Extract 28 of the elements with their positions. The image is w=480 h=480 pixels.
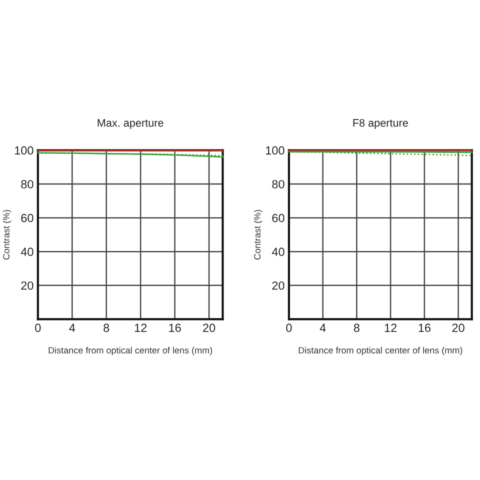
x-axis-title: Distance from optical center of lens (mm) xyxy=(298,346,462,356)
x-tick-label: 20 xyxy=(452,324,464,332)
x-tick-label: 20 xyxy=(203,324,216,332)
y-tick-label: 100 xyxy=(266,146,284,155)
y-tick-label: 80 xyxy=(21,180,34,188)
x-tick-label: 4 xyxy=(320,324,326,332)
x-tick-label: 16 xyxy=(418,324,430,332)
x-axis-title: Distance from optical center of lens (mm) xyxy=(48,346,212,356)
y-tick-label: 80 xyxy=(272,180,284,188)
x-tick-label: 0 xyxy=(35,324,41,332)
x-tick-label: 0 xyxy=(286,324,292,332)
y-tick-label: 40 xyxy=(272,248,284,256)
x-tick-label: 12 xyxy=(134,324,147,332)
y-tick-label: 60 xyxy=(272,214,284,222)
x-tick-label: 8 xyxy=(354,324,360,332)
chart-title: Max. aperture xyxy=(98,119,164,129)
x-tick-label: 16 xyxy=(169,324,181,332)
y-tick-label: 40 xyxy=(20,248,34,256)
y-tick-label: 60 xyxy=(21,214,34,222)
y-axis-title: Contrast (%) xyxy=(254,210,262,260)
chart-title: F8 aperture xyxy=(353,119,408,129)
y-axis-title: Contrast (%) xyxy=(2,210,12,260)
y-tick-label: 20 xyxy=(272,281,284,290)
y-tick-label: 100 xyxy=(14,146,34,155)
x-tick-label: 12 xyxy=(384,324,397,332)
x-tick-label: 4 xyxy=(69,324,76,332)
x-tick-label: 8 xyxy=(104,324,110,332)
y-tick-label: 20 xyxy=(21,281,34,290)
